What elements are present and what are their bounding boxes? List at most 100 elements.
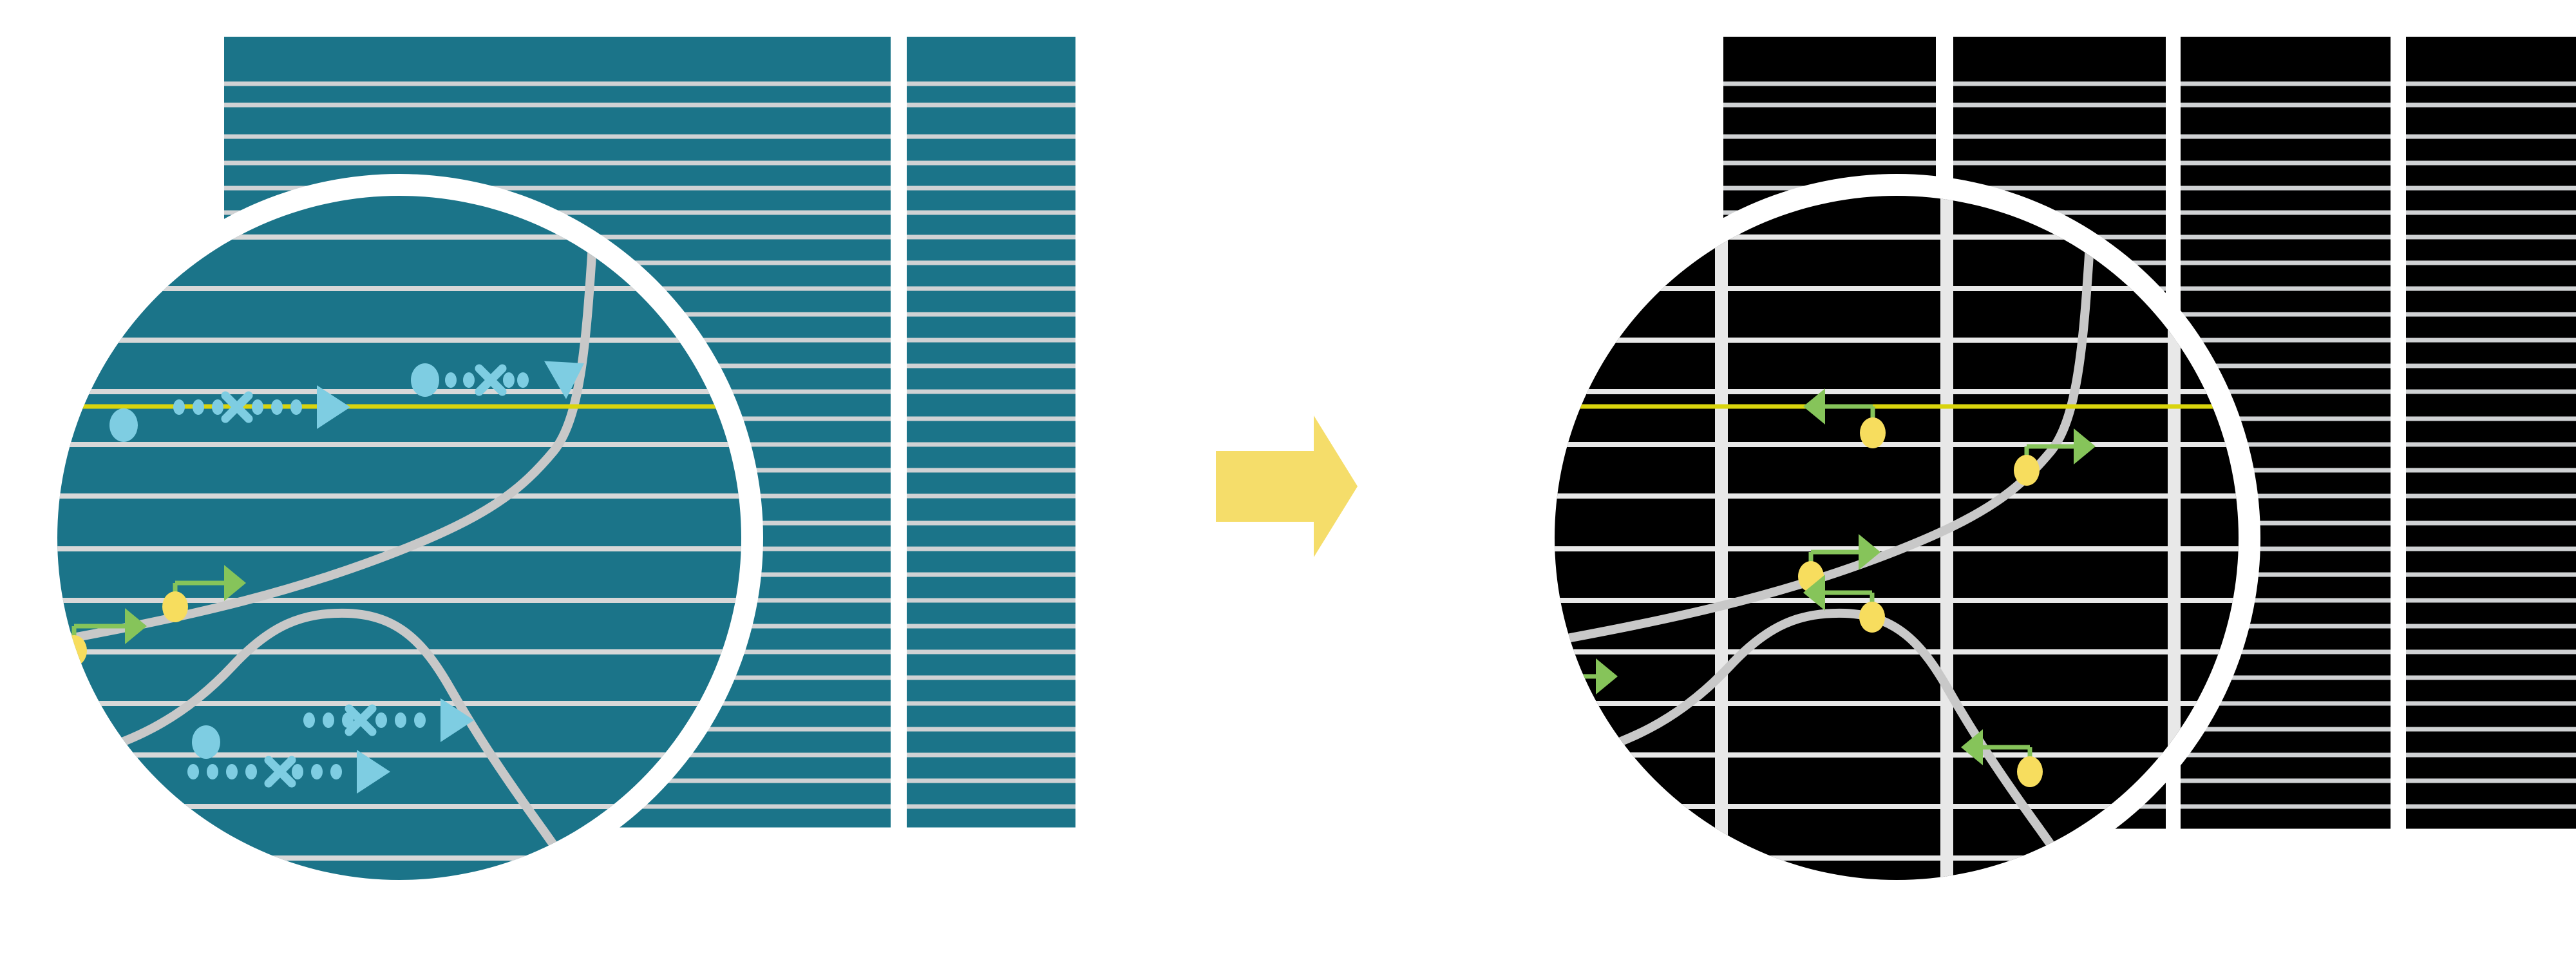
- panel-bar: [2406, 138, 2576, 161]
- green-arrow-head: [125, 608, 147, 644]
- panel-gap-line: [2181, 468, 2391, 473]
- panel-bar: [907, 472, 1075, 494]
- cyan-path-dot: [245, 764, 257, 779]
- panel-bar: [907, 265, 1075, 287]
- panel-bar: [2406, 165, 2576, 186]
- panel-bar: [2406, 808, 2576, 829]
- green-arrow-6: [1961, 729, 2043, 787]
- panel-gap-line: [2181, 727, 2391, 732]
- panel-gap-line: [907, 234, 1075, 240]
- panel-gap-line: [1723, 102, 1936, 108]
- cyan-path-dot: [173, 399, 185, 415]
- panel-bar: [2406, 731, 2576, 753]
- green-arrow-head: [224, 565, 246, 601]
- panel-gap-line: [907, 598, 1075, 603]
- yellow-origin-dot: [162, 591, 188, 622]
- panel-gap-line: [2406, 186, 2576, 191]
- panel-bar: [2406, 654, 2576, 676]
- panel-gap-line: [2181, 389, 2391, 394]
- panel-gap-line: [2181, 752, 2391, 758]
- cyan-path-dot: [375, 712, 387, 728]
- panel-bar: [907, 551, 1075, 573]
- green-arrow-1: [1803, 388, 1886, 448]
- magnifier-gridline-h: [1555, 442, 2239, 447]
- panel-gap-line: [2406, 675, 2576, 680]
- panel-gap-line: [1953, 134, 2166, 139]
- panel-gap-line: [1723, 81, 1936, 86]
- cyan-track-upper-left: [109, 385, 350, 442]
- panel-bar: [907, 215, 1075, 235]
- panel-gap-line: [2181, 442, 2391, 447]
- magnifier-gridline-h: [57, 701, 741, 706]
- panel-gap-line: [907, 520, 1075, 526]
- panel-gap-line: [2406, 389, 2576, 394]
- panel-gap-line: [907, 649, 1075, 654]
- cyan-path-dot: [330, 764, 342, 779]
- panel-bar: [2406, 86, 2576, 103]
- panel-bar: [907, 525, 1075, 547]
- panel-gap-line: [907, 286, 1075, 291]
- magnifier-background: [57, 196, 741, 880]
- cyan-arrow-head: [357, 750, 390, 794]
- panel-bar: [2406, 602, 2576, 624]
- panel-bar: [907, 342, 1075, 364]
- panel-gap-line: [907, 389, 1075, 394]
- panel-bar: [907, 628, 1075, 650]
- panel-bar: [224, 86, 891, 103]
- panel-bar: [2181, 731, 2391, 753]
- panel-bar: [907, 654, 1075, 676]
- magnifier-left[interactable]: [35, 174, 907, 915]
- magnifier-gridline-h: [57, 752, 741, 758]
- cyan-path-dot: [311, 764, 323, 779]
- panel-bar: [907, 602, 1075, 624]
- cyan-path-dot: [323, 712, 334, 728]
- transform-arrow-group: [1216, 415, 1358, 557]
- panel-gap-line: [907, 186, 1075, 191]
- panel-bar: [2181, 239, 2391, 261]
- magnifier-gridline-h: [1555, 752, 2239, 758]
- magnifier-gridline-h: [1555, 338, 2239, 343]
- panel-bar: [907, 107, 1075, 135]
- panel-gap-line: [2406, 160, 2576, 166]
- magnifier-gridline-v: [1940, 196, 1953, 880]
- panel-bar: [1953, 165, 2166, 186]
- panel-gap-line: [2181, 363, 2391, 368]
- panel-gap-line: [2406, 81, 2576, 86]
- panel-bar: [907, 316, 1075, 338]
- panel-bar: [907, 808, 1075, 828]
- panel-bar: [907, 394, 1075, 417]
- panel-gap-line: [2406, 649, 2576, 654]
- highlight-line: [57, 404, 741, 409]
- panel-bar: [907, 239, 1075, 261]
- panel-gap-line: [2181, 338, 2391, 343]
- panel-bar: [1723, 138, 1936, 161]
- panel-gap-line: [907, 624, 1075, 629]
- cyan-path-dot: [292, 764, 303, 779]
- green-arrow-2: [2014, 428, 2096, 486]
- magnifier-right[interactable]: [1533, 174, 2260, 915]
- panel-gap-line: [2181, 493, 2391, 499]
- panel-gap-line: [2406, 260, 2576, 265]
- panel-bar: [1723, 107, 1936, 135]
- panel-gap-line: [1953, 186, 2166, 191]
- cyan-path-dot: [517, 372, 529, 388]
- panel-bar: [907, 783, 1075, 805]
- upper-gray-curve-line: [1555, 240, 2094, 649]
- cyan-path-dot: [463, 372, 475, 388]
- panel-gap-line: [2181, 260, 2391, 265]
- panel-gap-line: [907, 493, 1075, 499]
- magnifier-gridline-h: [1555, 598, 2239, 603]
- cyan-path-dot: [342, 712, 354, 728]
- panel-gap-line: [1953, 160, 2166, 166]
- panel-gap-line: [2181, 572, 2391, 577]
- panel-gap-line: [2181, 234, 2391, 240]
- panel-gap-line: [907, 416, 1075, 421]
- magnifier-gridline-h: [57, 855, 741, 861]
- panel-bar: [907, 138, 1075, 161]
- green-arrow-mid-upper: [162, 565, 246, 622]
- panel-bar: [1723, 86, 1936, 103]
- panel-bar: [2406, 498, 2576, 521]
- panel-gap-line: [2181, 649, 2391, 654]
- magnifier-gridline-h: [1555, 234, 2239, 240]
